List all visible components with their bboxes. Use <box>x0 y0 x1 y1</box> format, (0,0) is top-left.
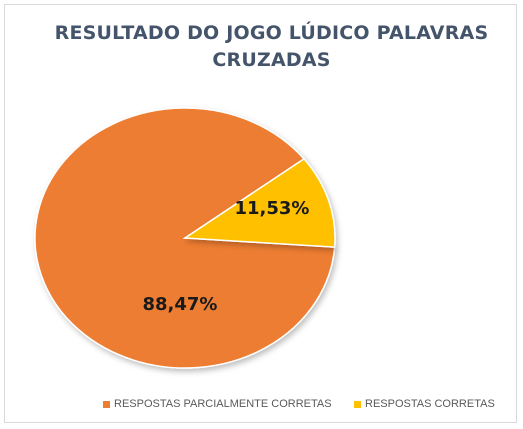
chart-legend: RESPOSTAS PARCIALMENTE CORRETAS RESPOSTA… <box>0 398 523 414</box>
chart-title-line-1: RESULTADO DO JOGO LÚDICO PALAVRAS <box>54 22 489 44</box>
legend-item-corretas: RESPOSTAS CORRETAS <box>354 398 495 410</box>
chart-title: RESULTADO DO JOGO LÚDICO PALAVRAS CRUZAD… <box>20 20 523 74</box>
legend-label-corretas: RESPOSTAS CORRETAS <box>365 398 495 410</box>
pie-slice-corretas <box>182 157 336 248</box>
data-label-corretas: 11,53% <box>235 198 310 219</box>
legend-item-parcialmente-corretas: RESPOSTAS PARCIALMENTE CORRETAS <box>103 398 332 410</box>
legend-swatch-parcialmente-corretas <box>103 400 110 408</box>
legend-label-parcialmente-corretas: RESPOSTAS PARCIALMENTE CORRETAS <box>114 398 332 410</box>
data-label-parcialmente-corretas: 88,47% <box>143 294 218 315</box>
legend-swatch-corretas <box>354 400 361 408</box>
chart-title-line-2: CRUZADAS <box>212 49 331 71</box>
